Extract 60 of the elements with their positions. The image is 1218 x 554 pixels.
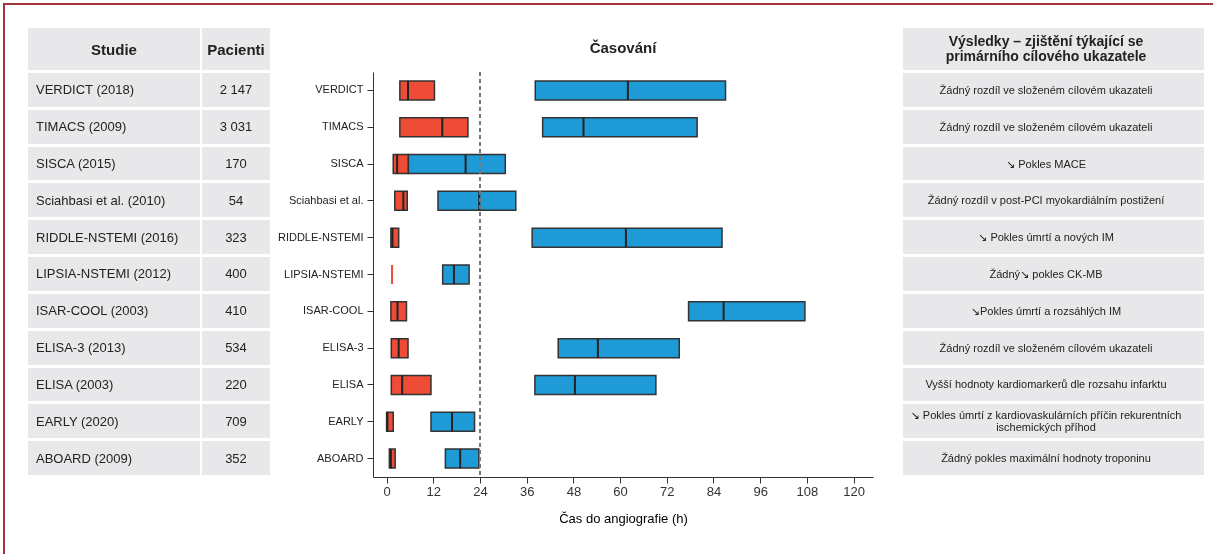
text: ELISA-3 (2013) [28,330,200,365]
text: RIDDLE-NSTEMI (2016) [28,220,200,255]
text: 323 [202,220,270,255]
text: ABOARD (2009) [28,441,200,475]
text: 3 031 [202,109,270,144]
x-tick-label: 84 [706,483,722,499]
text: EARLY (2020) [28,404,200,439]
text: ↘Pokles úmrtí a rozsáhlých IM [888,293,1204,328]
text: 410 [202,293,270,328]
y-tick-label: LIPSIA-NSTEMI [284,267,364,280]
text: 534 [202,330,270,365]
x-tick-label: 24 [473,483,488,499]
x-tick-label: 60 [613,483,628,499]
text: ELISA (2003) [28,367,200,402]
text: Žádný rozdíl v post-PCI myokardiálním postižení [888,183,1204,218]
text: TIMACS (2009) [28,109,200,144]
text: ↘ Pokles MACE [888,146,1204,181]
text: 220 [202,367,270,402]
text: Žádný rozdíl ve složeném cílovém ukazateli [888,330,1204,365]
text: Sciahbasi et al. (2010) [28,183,200,218]
y-tick-label: ELISA [332,377,365,390]
text: ↘ Pokles úmrtí a nových IM [888,220,1204,255]
x-tick-label: 72 [660,483,675,499]
text: ISAR-COOL (2003) [28,293,200,328]
x-tick-label: 36 [519,483,535,499]
y-tick-label: ISAR-COOL [302,304,364,317]
text: 709 [202,404,270,439]
text: LIPSIA-NSTEMI (2012) [28,257,200,291]
y-tick-label: VERDICT [315,83,364,96]
text: Žádný rozdíl ve složeném cílovém ukazateli [888,73,1204,107]
text: Výsledky – zjištění týkající se primárního cílového ukazatele [888,28,1204,70]
text: 170 [202,146,270,181]
text: 54 [202,183,270,218]
y-tick-label: RIDDLE-NSTEMI [277,230,364,243]
x-tick-label: 48 [566,483,582,499]
chart-title: Časování [589,38,658,56]
text: 352 [202,441,270,475]
text: Žádný rozdíl ve složeném cílovém ukazateli [888,109,1204,144]
text: 2 147 [202,73,270,107]
text: Studie [28,28,200,70]
text: VERDICT (2018) [28,73,200,107]
text: Žádný↘ pokles CK-MB [888,257,1204,291]
text: Pacienti [202,28,270,70]
x-tick-label: 96 [753,483,768,499]
x-tick-label: 120 [843,483,865,499]
x-axis-title: Čas do angiografie (h) [559,510,688,526]
x-tick-label: 0 [383,483,391,499]
x-tick-label: 108 [796,483,819,499]
text: ↘ Pokles úmrtí z kardiovaskulárních příčin rekurentních ischemických příhod [888,404,1204,439]
y-tick-label: TIMACS [321,120,364,133]
y-tick-label: ABOARD [317,451,364,464]
y-tick-label: EARLY [328,414,365,427]
x-tick-label: 12 [426,483,442,499]
y-tick-label: ELISA-3 [322,341,364,354]
text: SISCA (2015) [28,146,200,181]
y-tick-label: Sciahbasi et al. [288,193,364,206]
text: Vyšší hodnoty kardiomarkerů dle rozsahu infarktu [888,367,1204,402]
text: 400 [202,257,270,291]
y-tick-label: SISCA [330,157,365,170]
text: Žádný pokles maximální hodnoty troponinu [888,441,1204,475]
